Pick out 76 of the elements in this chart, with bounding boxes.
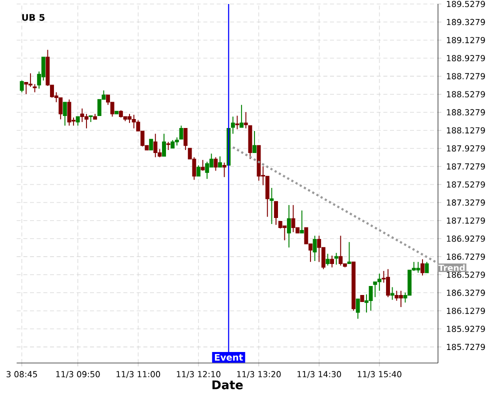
candlestick	[312, 235, 317, 262]
candlestick	[300, 210, 304, 234]
x-tick-label: 11/3 11:00	[116, 371, 160, 378]
x-axis-title: Date	[212, 380, 243, 390]
y-tick-label: 185.9279	[446, 326, 485, 332]
candlestick	[240, 104, 244, 128]
candlestick	[28, 72, 32, 88]
candlestick	[424, 261, 429, 274]
y-tick-label: 187.3279	[446, 199, 485, 206]
candlestick	[377, 273, 382, 292]
y-tick-label: 187.1279	[446, 217, 485, 224]
x-tick-label: 3 08:45	[6, 371, 37, 378]
candlestick	[179, 125, 184, 140]
y-tick-label: 188.3279	[446, 109, 485, 116]
y-tick-label: 188.7279	[446, 73, 485, 80]
y-tick-label: 187.5279	[446, 181, 485, 188]
candlestick	[368, 286, 373, 312]
candlestick	[230, 116, 235, 134]
y-tick-label: 186.9279	[446, 236, 485, 242]
x-tick-label: 11/3 13:20	[237, 371, 281, 378]
candlestick	[338, 235, 343, 266]
y-tick-label: 189.5279	[446, 0, 485, 8]
candlestick	[394, 290, 399, 302]
candlestick	[162, 133, 166, 157]
candlestick	[80, 108, 84, 123]
candlestick	[334, 252, 338, 266]
candlestick	[356, 298, 360, 320]
y-tick-label: 187.7279	[446, 163, 485, 170]
y-tick-label: 186.7279	[446, 254, 485, 260]
candlestick	[24, 82, 28, 95]
x-tick-label: 11/3 09:50	[56, 371, 100, 378]
ref-line-label: Event	[214, 354, 243, 361]
candlestick	[282, 225, 287, 241]
y-tick-label: 189.1279	[446, 36, 485, 44]
y-tick-label: 186.3279	[446, 290, 485, 296]
x-tick-label: 11/3 14:30	[297, 371, 342, 378]
candlestick	[218, 156, 222, 168]
candlestick	[416, 261, 420, 274]
candlestick	[347, 242, 352, 264]
candlestick	[76, 116, 80, 126]
candlestick	[390, 286, 394, 300]
candlestick	[132, 114, 136, 129]
candlestick	[398, 290, 403, 308]
y-tick-label: 188.1279	[446, 127, 485, 134]
candlestick	[420, 258, 424, 276]
y-tick-label: 185.7279	[446, 344, 485, 350]
candlestick	[373, 281, 378, 298]
candlestick	[205, 161, 210, 180]
y-tick-label: 188.5279	[446, 91, 485, 98]
candlestick	[235, 115, 240, 130]
candlestick	[196, 164, 200, 177]
candlestick	[252, 130, 256, 154]
candlestick	[184, 128, 188, 150]
y-tick-label: 186.5279	[446, 272, 485, 278]
candlestick	[330, 255, 334, 268]
y-tick-label: 188.9279	[446, 55, 485, 62]
candlestick	[274, 200, 278, 226]
candlestick	[222, 162, 226, 178]
series-label: Trend	[438, 264, 465, 272]
candlestick	[286, 204, 291, 248]
candlestick	[149, 138, 154, 150]
candlestick	[128, 113, 132, 124]
candlestick	[62, 102, 67, 126]
y-tick-label: 186.1279	[446, 308, 485, 314]
x-tick-label: 11/3 15:40	[358, 371, 402, 378]
candlestick	[20, 80, 24, 93]
candlestick	[326, 253, 330, 266]
candlestick	[84, 113, 88, 129]
x-tick-label: 11/3 12:10	[176, 371, 220, 378]
candlestick	[153, 133, 158, 158]
candlestick	[214, 156, 218, 172]
text: UB 5	[22, 14, 44, 21]
candlestick	[270, 187, 274, 224]
candlestick	[265, 176, 270, 218]
y-tick-label: 187.9279	[446, 145, 485, 152]
y-tick-label: 189.3279	[446, 18, 485, 26]
